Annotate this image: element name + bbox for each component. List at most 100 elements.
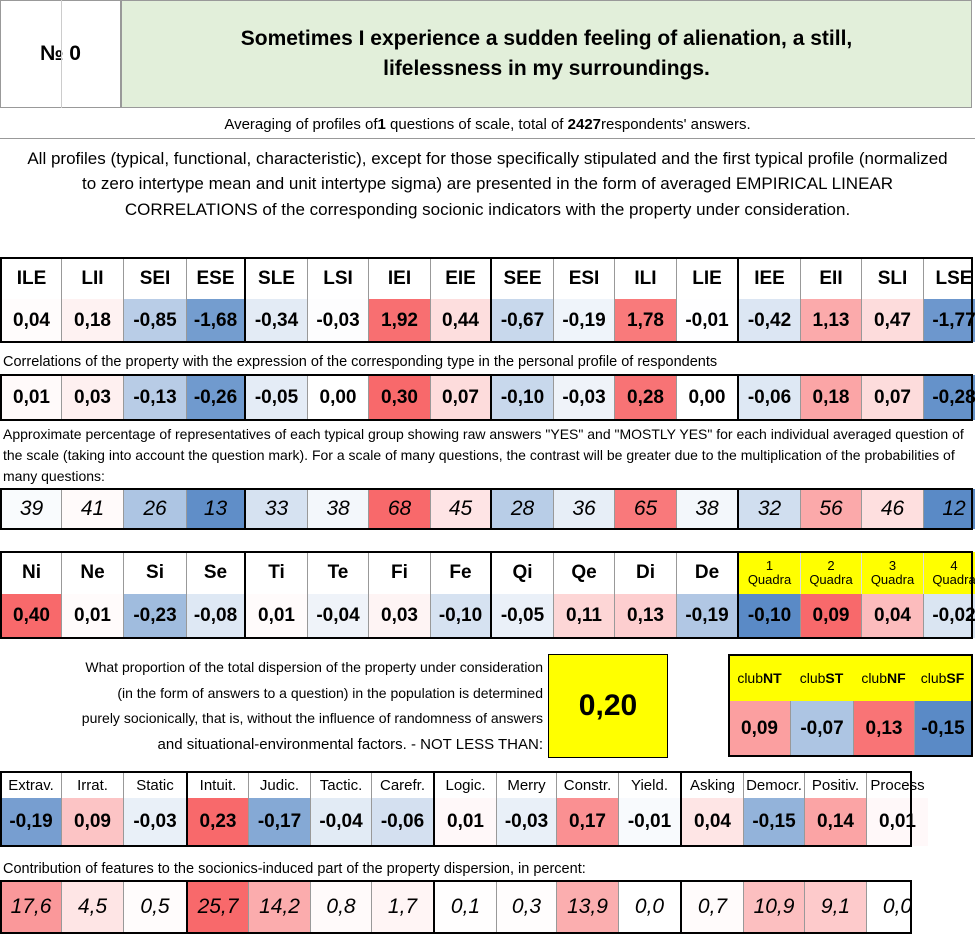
feature-contribution-0: 17,6	[0, 881, 61, 933]
type-percentage-8: 28	[490, 489, 553, 529]
quadra-header-0: 1 Quadra	[737, 552, 800, 594]
club-header-0: club NT	[729, 655, 790, 701]
function-header-10: Di	[614, 552, 676, 594]
quadra-label: Quadra	[932, 572, 975, 587]
type-percentage-14: 46	[861, 489, 923, 529]
feature-value-8: -0,03	[496, 798, 556, 846]
type-correlation-9: -0,03	[553, 375, 614, 420]
type-correlation-7: 0,07	[430, 375, 490, 420]
functions-header-row: Ni Ne Si Se Ti Te Fi Fe Qi Qe Di De 1 Quadra 2 Quadra 3 Q…	[0, 552, 975, 594]
club-value-2: 0,13	[853, 701, 914, 756]
quadra-value-2: 0,04	[861, 594, 923, 638]
quadra-number: 2	[827, 558, 835, 573]
function-value-9: 0,11	[553, 594, 614, 638]
club-code: NT	[763, 670, 782, 686]
type-header-10: ILI	[614, 258, 676, 299]
type-percentage-11: 38	[676, 489, 737, 529]
type-header-12: IEE	[737, 258, 800, 299]
feature-value-10: -0,01	[618, 798, 680, 846]
function-value-2: -0,23	[123, 594, 186, 638]
types-correlation-row: 0,01 0,03 -0,13 -0,26 -0,05 0,00 0,30 0,07 -0,10…	[0, 375, 975, 420]
dispersion-line-4: and situational-environmental factors. -…	[157, 735, 543, 753]
averaging-middle: questions of scale, total of	[385, 115, 568, 133]
type-header-1: LII	[61, 258, 123, 299]
averaging-prefix: Averaging of profiles of	[224, 115, 378, 133]
feature-value-9: 0,17	[556, 798, 618, 846]
function-header-0: Ni	[0, 552, 61, 594]
function-header-2: Si	[123, 552, 186, 594]
function-value-6: 0,03	[368, 594, 430, 638]
feature-contribution-12: 10,9	[743, 881, 804, 933]
type-normalized-14: 0,47	[861, 299, 923, 342]
type-header-13: EII	[800, 258, 861, 299]
feature-contribution-7: 0,1	[433, 881, 496, 933]
type-normalized-11: -0,01	[676, 299, 737, 342]
description-text: All profiles (typical, functional, chara…	[27, 148, 948, 219]
club-header-2: club NF	[853, 655, 914, 701]
averaging-count: 1	[377, 115, 386, 133]
type-normalized-2: -0,85	[123, 299, 186, 342]
type-normalized-7: 0,44	[430, 299, 490, 342]
feature-contribution-2: 0,5	[123, 881, 186, 933]
feature-value-13: 0,14	[804, 798, 866, 846]
feature-header-3: Intuit.	[186, 773, 248, 798]
feature-contribution-10: 0,0	[618, 881, 680, 933]
feature-contribution-11: 0,7	[680, 881, 743, 933]
club-value-3: -0,15	[914, 701, 971, 756]
type-percentage-10: 65	[614, 489, 676, 529]
type-correlation-2: -0,13	[123, 375, 186, 420]
feature-value-1: 0,09	[61, 798, 123, 846]
question-number-label: № 0	[40, 42, 81, 65]
function-value-3: -0,08	[186, 594, 244, 638]
quadra-label: Quadra	[809, 572, 853, 587]
type-header-15: LSE	[923, 258, 975, 299]
feature-header-5: Tactic.	[310, 773, 371, 798]
function-value-1: 0,01	[61, 594, 123, 638]
type-percentage-0: 39	[0, 489, 61, 529]
quadra-value-0: -0,10	[737, 594, 800, 638]
feature-header-10: Yield.	[618, 773, 680, 798]
quadra-label: Quadra	[870, 572, 915, 587]
type-normalized-12: -0,42	[737, 299, 800, 342]
feature-contribution-8: 0,3	[496, 881, 556, 933]
type-header-14: SLI	[861, 258, 923, 299]
feature-value-12: -0,15	[743, 798, 804, 846]
type-percentage-7: 45	[430, 489, 490, 529]
feature-header-12: Democr.	[743, 773, 804, 798]
function-header-6: Fi	[368, 552, 430, 594]
feature-header-14: Process	[866, 773, 928, 798]
type-correlation-6: 0,30	[368, 375, 430, 420]
type-correlation-5: 0,00	[307, 375, 368, 420]
club-code: ST	[825, 670, 844, 686]
type-percentage-15: 12	[923, 489, 975, 529]
type-normalized-6: 1,92	[368, 299, 430, 342]
type-percentage-3: 13	[186, 489, 244, 529]
club-header-3: club SF	[914, 655, 971, 701]
function-header-8: Qi	[490, 552, 553, 594]
club-value-0: 0,09	[729, 701, 790, 756]
feature-header-6: Carefr.	[371, 773, 433, 798]
type-percentage-5: 38	[307, 489, 368, 529]
feature-contribution-9: 13,9	[556, 881, 618, 933]
club-prefix: club	[737, 670, 763, 686]
club-prefix: club	[799, 670, 826, 686]
type-correlation-10: 0,28	[614, 375, 676, 420]
feature-value-14: 0,01	[866, 798, 928, 846]
averaging-line: Averaging of profiles of 1 questions of …	[0, 110, 975, 138]
type-correlation-8: -0,10	[490, 375, 553, 420]
type-correlation-3: -0,26	[186, 375, 244, 420]
quadra-header-3: 4 Quadra	[923, 552, 975, 594]
feature-header-9: Constr.	[556, 773, 618, 798]
feature-contribution-13: 9,1	[804, 881, 866, 933]
type-header-8: SEE	[490, 258, 553, 299]
feature-value-3: 0,23	[186, 798, 248, 846]
type-percentage-12: 32	[737, 489, 800, 529]
type-correlation-13: 0,18	[800, 375, 861, 420]
club-header-1: club ST	[790, 655, 853, 701]
feature-value-7: 0,01	[433, 798, 496, 846]
quadra-number: 1	[765, 558, 774, 573]
type-correlation-15: -0,28	[923, 375, 975, 420]
feature-header-11: Asking	[680, 773, 743, 798]
dispersion-text: What proportion of the total dispersion …	[0, 655, 546, 758]
averaging-suffix: respondents' answers.	[601, 115, 751, 133]
